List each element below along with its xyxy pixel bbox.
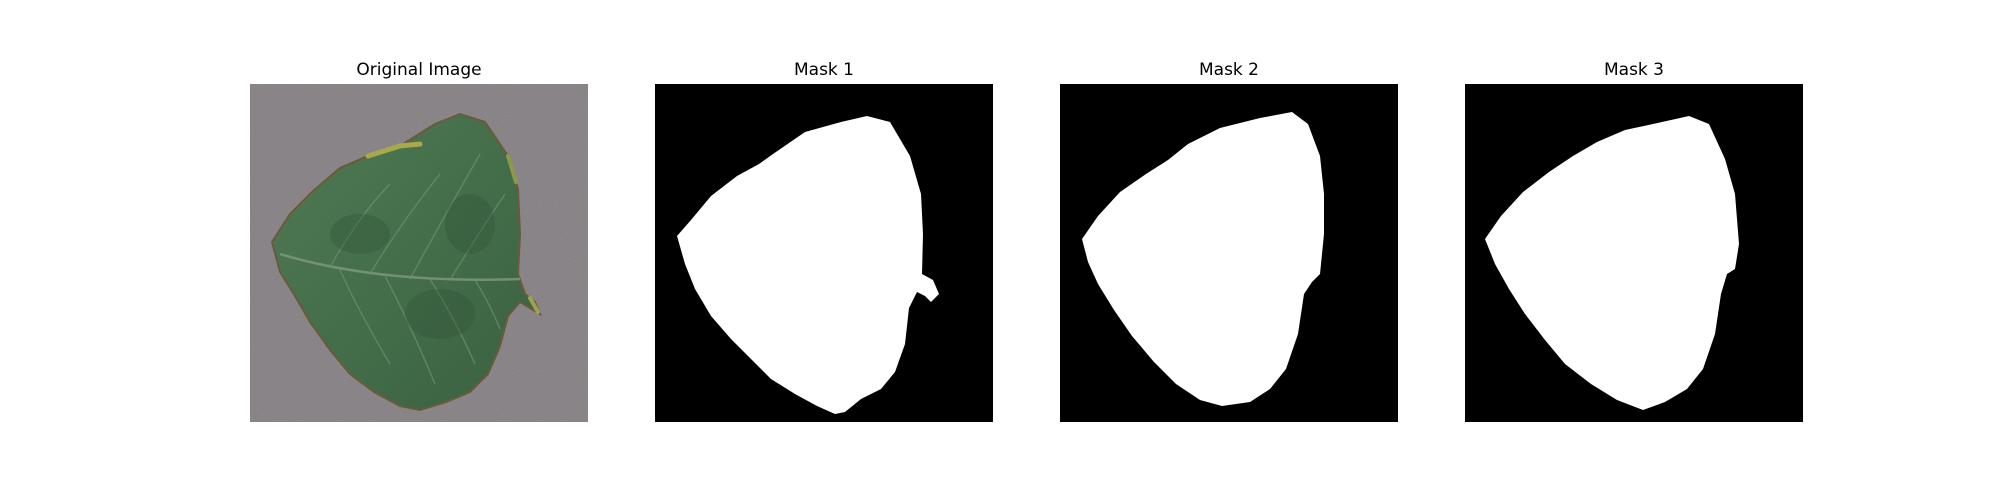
mask-foreground [1082,112,1324,406]
mask-1-image [655,84,993,422]
leaf-shading [330,194,495,339]
leaf-veins [329,153,506,385]
leaf-edge-highlight [528,296,540,314]
mask-foreground [677,116,939,414]
mask-2-image [1060,84,1398,422]
panel-title: Original Image [356,60,482,80]
original-leaf-photo [250,84,588,422]
mask-3-image [1465,84,1803,422]
panel-title: Mask 2 [1198,60,1259,80]
mask-foreground [1485,116,1739,410]
leaf-midrib [279,252,521,281]
leaf-edge-highlight [506,154,518,184]
panel-title: Mask 1 [793,60,854,80]
leaf-edge-highlight [365,141,423,159]
panel-title: Mask 3 [1603,60,1664,80]
